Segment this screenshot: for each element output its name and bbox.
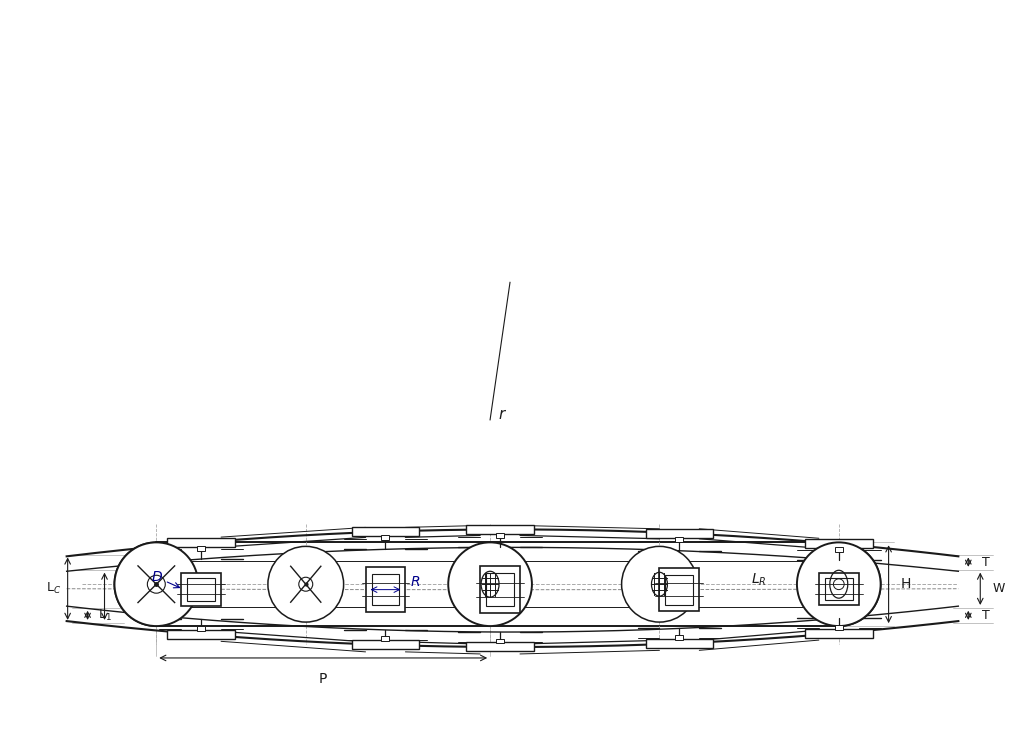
Bar [645, 639, 714, 648]
Text: T: T [982, 609, 990, 622]
Bar [187, 578, 215, 601]
Bar [496, 533, 504, 538]
Bar [486, 574, 514, 606]
Bar [835, 625, 843, 629]
Bar [805, 629, 872, 638]
Bar [351, 641, 420, 650]
Text: W: W [992, 582, 1005, 596]
Text: T: T [982, 556, 990, 569]
Text: L$_C$: L$_C$ [46, 581, 61, 596]
Circle shape [622, 547, 697, 622]
Bar [466, 642, 534, 651]
Bar [198, 546, 205, 551]
Text: L$_R$: L$_R$ [752, 572, 767, 587]
Bar [181, 572, 221, 606]
Bar [167, 538, 236, 547]
Text: R: R [411, 575, 420, 589]
Bar [198, 626, 205, 631]
Text: D: D [152, 570, 179, 588]
Bar [351, 527, 420, 536]
Bar [819, 573, 859, 605]
Text: r: r [498, 408, 504, 423]
Circle shape [268, 547, 344, 622]
Bar [466, 525, 534, 534]
Text: P: P [319, 672, 328, 686]
Circle shape [797, 542, 881, 626]
Bar [805, 539, 872, 548]
Bar [382, 535, 389, 540]
Bar [835, 547, 843, 552]
Bar [496, 638, 504, 644]
Bar [372, 574, 399, 605]
Text: L$_2$: L$_2$ [115, 589, 128, 604]
Bar [825, 578, 853, 600]
Circle shape [115, 542, 199, 626]
Bar [645, 529, 714, 538]
Text: L$_1$: L$_1$ [97, 608, 112, 623]
Circle shape [449, 542, 531, 626]
Bar [480, 566, 520, 613]
Bar [382, 636, 389, 641]
Bar [676, 537, 683, 541]
Bar [659, 569, 699, 611]
Bar [167, 630, 236, 639]
Bar [676, 635, 683, 640]
Text: H: H [900, 578, 911, 591]
Bar [666, 575, 693, 605]
Bar [366, 568, 406, 612]
